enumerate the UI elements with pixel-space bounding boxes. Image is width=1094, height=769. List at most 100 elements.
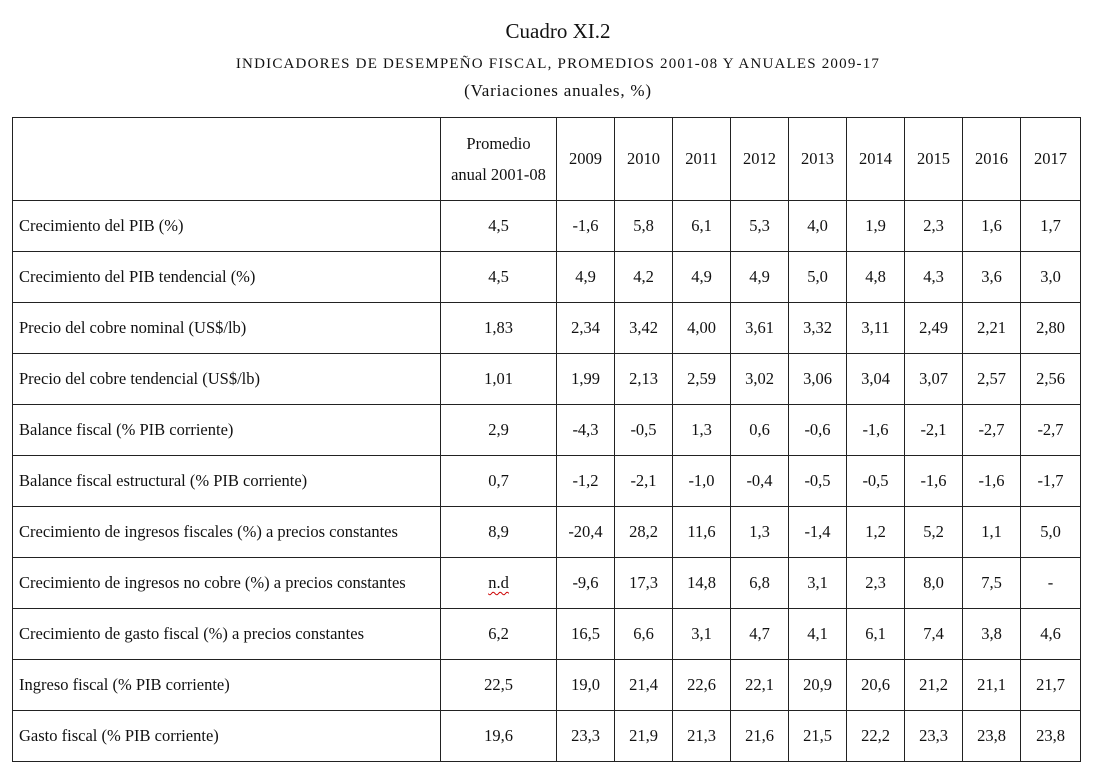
table-row: Balance fiscal estructural (% PIB corrie…	[12, 455, 1081, 507]
row-year-value: -2,1	[614, 455, 673, 507]
row-year-value: 2,3	[904, 200, 963, 252]
row-year-value: 4,9	[672, 251, 731, 303]
row-year-value: -0,5	[614, 404, 673, 456]
row-year-value: 2,34	[556, 302, 615, 354]
row-year-value: -2,7	[1020, 404, 1081, 456]
row-year-value: 20,9	[788, 659, 847, 711]
row-year-value: 3,6	[962, 251, 1021, 303]
row-year-value: 16,5	[556, 608, 615, 660]
header-year: 2015	[904, 117, 963, 201]
row-year-value: 2,13	[614, 353, 673, 405]
row-year-value: -1,6	[846, 404, 905, 456]
row-year-value: 22,2	[846, 710, 905, 762]
row-year-value: 5,0	[1020, 506, 1081, 558]
header-year: 2016	[962, 117, 1021, 201]
table-row: Crecimiento de ingresos no cobre (%) a p…	[12, 557, 1081, 609]
row-year-value: 6,6	[614, 608, 673, 660]
row-year-value: 3,8	[962, 608, 1021, 660]
row-year-value: 2,21	[962, 302, 1021, 354]
header-year: 2013	[788, 117, 847, 201]
row-year-value: 1,9	[846, 200, 905, 252]
row-year-value: 21,7	[1020, 659, 1081, 711]
header-year: 2012	[730, 117, 789, 201]
row-year-value: 21,5	[788, 710, 847, 762]
row-label: Crecimiento de ingresos fiscales (%) a p…	[12, 506, 441, 558]
row-year-value: 3,07	[904, 353, 963, 405]
row-year-value: -1,0	[672, 455, 731, 507]
row-year-value: -0,5	[846, 455, 905, 507]
row-year-value: 14,8	[672, 557, 731, 609]
row-year-value: 1,3	[672, 404, 731, 456]
row-year-value: 22,1	[730, 659, 789, 711]
row-year-value: 4,8	[846, 251, 905, 303]
row-year-value: 1,99	[556, 353, 615, 405]
row-year-value: 4,7	[730, 608, 789, 660]
table-row: Crecimiento de ingresos fiscales (%) a p…	[12, 506, 1081, 558]
row-year-value: 21,6	[730, 710, 789, 762]
table-row: Crecimiento del PIB tendencial (%) 4,5 4,9…	[12, 251, 1081, 303]
header-year: 2017	[1020, 117, 1081, 201]
row-label: Crecimiento del PIB tendencial (%)	[12, 251, 441, 303]
row-year-value: -1,6	[556, 200, 615, 252]
row-year-value: 4,00	[672, 302, 731, 354]
row-year-value: 3,61	[730, 302, 789, 354]
row-label: Gasto fiscal (% PIB corriente)	[12, 710, 441, 762]
row-year-value: 5,0	[788, 251, 847, 303]
row-year-value: 23,8	[962, 710, 1021, 762]
row-year-value: 21,1	[962, 659, 1021, 711]
row-year-value: 3,42	[614, 302, 673, 354]
table-row: Ingreso fiscal (% PIB corriente) 22,5 19,0…	[12, 659, 1081, 711]
row-year-value: 4,1	[788, 608, 847, 660]
spellcheck-flagged-text: n.d	[488, 573, 509, 592]
row-year-value: 7,4	[904, 608, 963, 660]
row-year-value: 1,1	[962, 506, 1021, 558]
table-row: Balance fiscal (% PIB corriente) 2,9 -4,3-…	[12, 404, 1081, 456]
row-year-value: 7,5	[962, 557, 1021, 609]
header-row: Promedio anual 2001-08 2009 2010 2011 20…	[12, 117, 1081, 201]
row-year-value: 2,59	[672, 353, 731, 405]
table-title: Cuadro XI.2	[505, 19, 611, 43]
row-year-value: 2,3	[846, 557, 905, 609]
header-year: 2010	[614, 117, 673, 201]
row-year-value: -2,1	[904, 404, 963, 456]
row-year-value: -0,4	[730, 455, 789, 507]
row-year-value: 4,3	[904, 251, 963, 303]
row-average-value: n.d	[440, 557, 557, 609]
row-year-value: 2,80	[1020, 302, 1081, 354]
row-year-value: 1,2	[846, 506, 905, 558]
row-average-value: 1,01	[440, 353, 557, 405]
row-year-value: 28,2	[614, 506, 673, 558]
row-label: Crecimiento del PIB (%)	[12, 200, 441, 252]
row-year-value: 0,6	[730, 404, 789, 456]
table-body: Crecimiento del PIB (%) 4,5 -1,6 5,8 6,1 5,3 4…	[12, 200, 1081, 762]
row-year-value: -9,6	[556, 557, 615, 609]
row-year-value: -1,7	[1020, 455, 1081, 507]
row-year-value: 5,2	[904, 506, 963, 558]
row-year-value: 8,0	[904, 557, 963, 609]
row-label: Balance fiscal estructural (% PIB corrie…	[12, 455, 441, 507]
row-year-value: 22,6	[672, 659, 731, 711]
row-year-value: -0,6	[788, 404, 847, 456]
row-year-value: 21,9	[614, 710, 673, 762]
row-year-value: -1,4	[788, 506, 847, 558]
row-year-value: 4,9	[730, 251, 789, 303]
row-year-value: -4,3	[556, 404, 615, 456]
row-average-value: 2,9	[440, 404, 557, 456]
row-year-value: 2,49	[904, 302, 963, 354]
row-year-value: 6,1	[672, 200, 731, 252]
row-year-value: 11,6	[672, 506, 731, 558]
row-year-value: 21,2	[904, 659, 963, 711]
row-year-value: 3,1	[788, 557, 847, 609]
row-year-value: 1,7	[1020, 200, 1081, 252]
row-average-value: 1,83	[440, 302, 557, 354]
row-year-value: 3,06	[788, 353, 847, 405]
row-average-value: 22,5	[440, 659, 557, 711]
header-year: 2009	[556, 117, 615, 201]
row-year-value: 6,1	[846, 608, 905, 660]
row-year-value: 3,32	[788, 302, 847, 354]
row-year-value: 21,4	[614, 659, 673, 711]
table-row: Gasto fiscal (% PIB corriente) 19,6 23,3 21…	[12, 710, 1081, 762]
row-label: Crecimiento de ingresos no cobre (%) a p…	[12, 557, 441, 609]
row-year-value: 19,0	[556, 659, 615, 711]
row-year-value: -0,5	[788, 455, 847, 507]
